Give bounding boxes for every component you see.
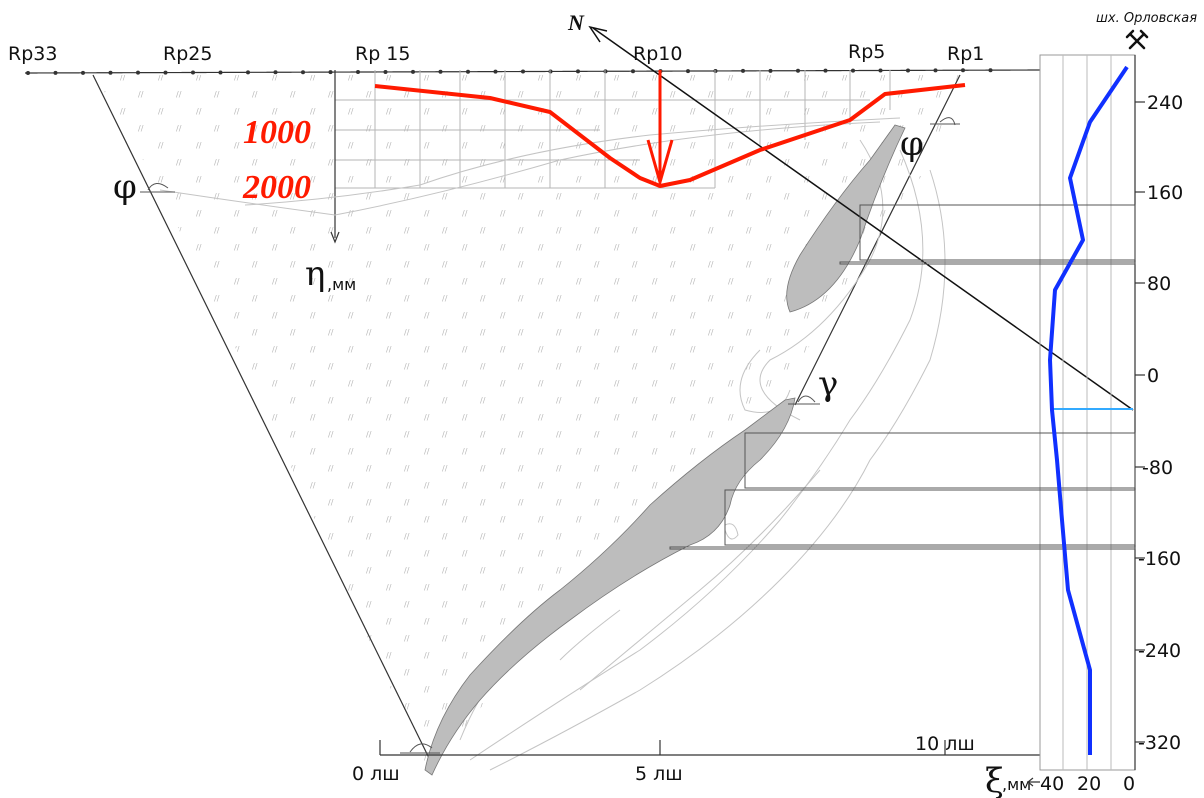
angle-arc-bottom [409, 743, 433, 753]
max-subsidence-arrowhead [646, 139, 674, 188]
depth-label-80: 80 [1147, 273, 1171, 295]
angle-phi-right: φ [900, 124, 924, 164]
north-label: N [567, 10, 585, 35]
benchmark-point [521, 69, 525, 74]
angle-arc-gamma [797, 395, 816, 403]
rock-mass-area [95, 75, 960, 770]
depth-label-minus-240: -240 [1138, 640, 1181, 662]
bottom-tick-5: 5 лш [635, 763, 683, 785]
bottom-tick-10: 10 лш [915, 733, 975, 755]
benchmark-point [328, 70, 333, 75]
benchmark-point [576, 69, 580, 74]
angle-arc-left [147, 183, 169, 191]
benchmark-rp1: Rp1 [947, 43, 984, 65]
benchmark-point [466, 69, 470, 74]
xi-tick-0: 0 [1123, 773, 1135, 795]
benchmark-point [631, 69, 635, 74]
benchmark-point [906, 68, 910, 73]
depth-label-0: 0 [1147, 365, 1159, 387]
xi-tick-40: 40 [1040, 773, 1064, 795]
benchmark-point [961, 68, 965, 73]
coal-seam-upper [786, 124, 906, 313]
mine-label: шх. Орловская [1096, 11, 1197, 26]
subsidence-scale-2000: 2000 [242, 169, 311, 206]
xi-tick-20: 20 [1077, 773, 1101, 795]
benchmark-point [411, 69, 415, 74]
ground-surface [24, 68, 1041, 75]
benchmark-point [796, 68, 800, 73]
benchmark-point [988, 68, 993, 73]
coal-seam-lower [424, 397, 796, 776]
benchmark-point [53, 70, 58, 75]
benchmark-point [878, 68, 883, 73]
right-boundary-line [794, 74, 961, 406]
displacement-curve [1048, 65, 1129, 755]
benchmark-rp10: Rp10 [633, 43, 682, 65]
subsidence-scale-1000: 1000 [243, 114, 311, 151]
geology-contours [159, 117, 946, 771]
benchmark-point [26, 71, 30, 75]
benchmark-point [686, 69, 690, 74]
angle-gamma: γ [818, 364, 838, 404]
benchmark-point [273, 70, 278, 75]
eta-axis-arrow [330, 231, 340, 244]
depth-label-minus-160: -160 [1138, 548, 1181, 570]
benchmark-point [356, 70, 360, 75]
benchmark-point [163, 70, 168, 75]
benchmark-point [218, 70, 223, 75]
benchmark-point [136, 70, 140, 75]
xi-unit: ,мм [1002, 775, 1031, 794]
benchmark-rp33: Rp33 [8, 43, 57, 65]
benchmark-point [933, 68, 938, 73]
benchmark-rp15: Rp 15 [355, 43, 410, 65]
benchmark-point [383, 69, 388, 74]
angle-arc-right [939, 117, 956, 126]
displacement-panel [1039, 54, 1136, 771]
benchmark-rp25: Rp25 [163, 43, 212, 65]
left-boundary-line [92, 74, 431, 761]
benchmark-point [493, 69, 498, 74]
bottom-axis-ticks [379, 740, 946, 755]
benchmark-point [301, 70, 305, 75]
benchmark-point [108, 70, 113, 75]
benchmark-point [823, 68, 828, 73]
eta-label: η [305, 254, 325, 294]
benchmark-point [768, 68, 773, 73]
xi-arrow-icon [1027, 777, 1040, 787]
north-arrow-line [592, 27, 1134, 411]
angle-phi-left: φ [113, 167, 137, 207]
benchmark-point [741, 68, 745, 73]
horizon-bands [669, 204, 1136, 550]
mine-hammers-icon [1125, 29, 1149, 50]
depth-ticks [1135, 101, 1145, 743]
depth-label-240: 240 [1147, 92, 1183, 114]
depth-label-minus-320: -320 [1138, 732, 1181, 754]
depth-label-160: 160 [1147, 182, 1183, 204]
benchmark-point [851, 68, 855, 73]
benchmark-point [81, 70, 85, 75]
benchmark-point [246, 70, 250, 75]
eta-unit: ,мм [327, 275, 356, 294]
north-arrow-head [588, 25, 608, 43]
benchmark-point [438, 69, 443, 74]
xi-label: ξ [985, 761, 1004, 798]
benchmark-rp5: Rp5 [848, 41, 885, 63]
benchmark-point [191, 70, 195, 75]
bottom-tick-0: 0 лш [352, 763, 400, 785]
depth-label-minus-80: -80 [1142, 457, 1173, 479]
